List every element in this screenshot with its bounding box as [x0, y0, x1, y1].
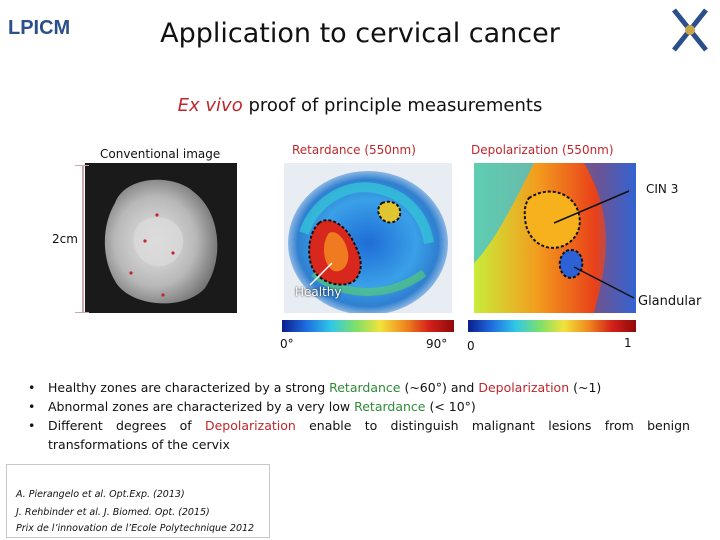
retardance-colorbar-min: 0°	[280, 337, 294, 351]
slide-title: Application to cervical cancer	[160, 18, 560, 49]
conventional-image-label: Conventional image	[100, 147, 221, 161]
reference-1: A. Pierangelo et al. Opt.Exp. (2013)	[16, 489, 185, 500]
retardance-label: Retardance (550nm)	[292, 143, 416, 157]
finding-healthy: • Healthy zones are characterized by a st…	[28, 380, 602, 395]
depolarization-colorbar-max: 1	[624, 336, 632, 350]
lpicm-logo-text: LPICM	[8, 17, 70, 39]
conventional-image	[85, 163, 237, 313]
cin3-label: CIN 3	[646, 182, 679, 196]
scale-bar-bottom-tick	[75, 312, 89, 313]
polytechnique-logo	[668, 6, 712, 54]
lpicm-logo: LPICM	[6, 12, 76, 40]
glandular-label: Glandular	[638, 294, 702, 309]
subtitle-italic: Ex vivo	[177, 95, 243, 116]
findings-list: • Healthy zones are characterized by a st…	[26, 378, 690, 454]
reference-3: Prix de l’innovation de l’Ecole Polytech…	[16, 523, 255, 534]
references-box: A. Pierangelo et al. Opt.Exp. (2013) J. …	[6, 464, 270, 538]
retardance-colorbar-max: 90°	[426, 337, 448, 351]
finding-abnormal: • Abnormal zones are characterized by a v…	[28, 399, 476, 414]
scale-bar	[82, 165, 84, 313]
subtitle-rest: proof of principle measurements	[242, 95, 543, 116]
scale-label: 2cm	[52, 232, 78, 246]
healthy-label: Healthy	[295, 285, 342, 299]
depolarization-map	[474, 163, 636, 313]
depolarization-colorbar-min: 0	[467, 339, 475, 353]
slide-subtitle: Ex vivo proof of principle measurements	[0, 95, 720, 116]
finding-depolarization: • Different degrees of Depolarization ena…	[28, 418, 690, 452]
retardance-map	[284, 163, 452, 315]
retardance-colorbar	[282, 320, 454, 332]
depolarization-colorbar	[468, 320, 636, 332]
reference-2: J. Rehbinder et al. J. Biomed. Opt. (201…	[16, 507, 210, 518]
scale-bar-top-tick	[75, 165, 89, 166]
depolarization-label: Depolarization (550nm)	[471, 143, 614, 157]
